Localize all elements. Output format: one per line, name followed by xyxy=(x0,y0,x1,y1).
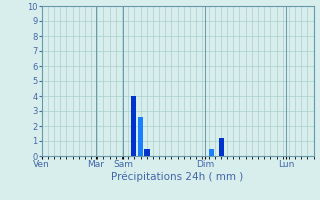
Bar xyxy=(131,96,136,156)
Bar xyxy=(144,148,149,156)
Bar xyxy=(219,138,225,156)
Bar xyxy=(209,148,214,156)
X-axis label: Précipitations 24h ( mm ): Précipitations 24h ( mm ) xyxy=(111,172,244,182)
Bar xyxy=(138,117,143,156)
